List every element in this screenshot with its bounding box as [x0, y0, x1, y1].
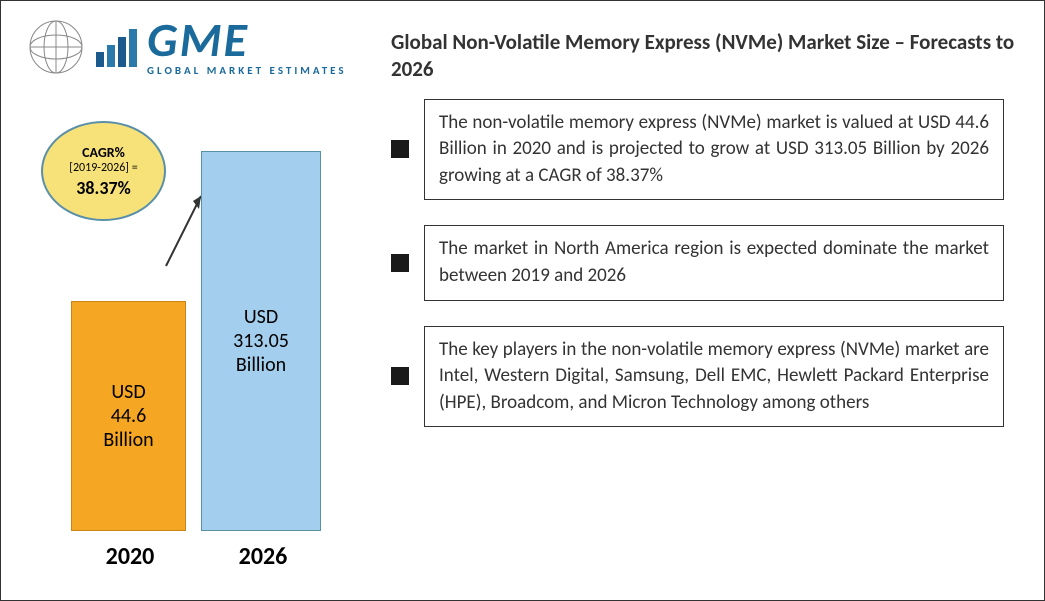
square-bullet-icon [391, 254, 409, 272]
info-box-players: The key players in the non-volatile memo… [424, 326, 1004, 428]
logo-bars-icon [96, 27, 137, 67]
info-row: The market in North America region is ex… [391, 225, 1026, 300]
bar-chart: CAGR% [2019-2026] = 38.37% USD 44.6 Bill… [31, 121, 351, 581]
bar-value-currency: USD [103, 380, 153, 404]
bar-2026: USD 313.05 Billion [201, 151, 321, 531]
brand-name: GME [147, 16, 347, 64]
cagr-period: [2019-2026] = [69, 161, 137, 175]
brand-tagline: GLOBAL MARKET ESTIMATES [147, 64, 347, 77]
bar-2020: USD 44.6 Billion [71, 301, 186, 531]
content-panel: Global Non-Volatile Memory Express (NVMe… [391, 29, 1026, 452]
bar-value-currency: USD [233, 305, 289, 329]
bar-value-number: 313.05 [233, 329, 289, 353]
bar-value-unit: Billion [233, 353, 289, 377]
info-box-summary: The non-volatile memory express (NVMe) m… [424, 99, 1004, 201]
info-row: The key players in the non-volatile memo… [391, 326, 1026, 428]
info-row: The non-volatile memory express (NVMe) m… [391, 99, 1026, 201]
bar-value-unit: Billion [103, 428, 153, 452]
year-label-2026: 2026 [204, 542, 322, 571]
cagr-badge: CAGR% [2019-2026] = 38.37% [41, 121, 166, 221]
logo-area: GME GLOBAL MARKET ESTIMATES [26, 16, 347, 77]
page-title: Global Non-Volatile Memory Express (NVMe… [391, 29, 1026, 84]
square-bullet-icon [391, 367, 409, 385]
cagr-label: CAGR% [82, 144, 125, 161]
cagr-value: 38.37% [76, 177, 130, 199]
square-bullet-icon [391, 140, 409, 158]
x-axis-labels: 2020 2026 [71, 542, 322, 571]
info-box-region: The market in North America region is ex… [424, 225, 1004, 300]
globe-icon [26, 17, 86, 77]
logo-text: GME GLOBAL MARKET ESTIMATES [147, 16, 347, 77]
bar-value-number: 44.6 [103, 404, 153, 428]
year-label-2020: 2020 [71, 542, 189, 571]
